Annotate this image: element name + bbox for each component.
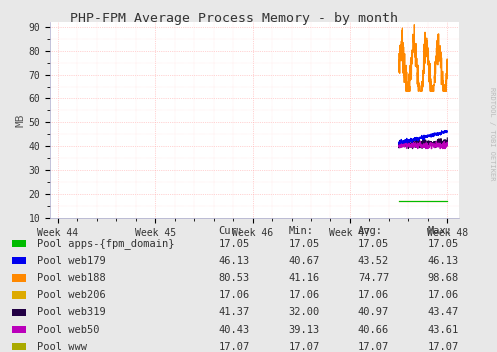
Text: 17.05: 17.05 [288, 239, 320, 249]
Text: 17.05: 17.05 [358, 239, 389, 249]
Bar [12, 309, 26, 316]
Text: Cur:: Cur: [219, 226, 244, 237]
Text: 32.00: 32.00 [288, 307, 320, 318]
Text: 40.43: 40.43 [219, 325, 250, 334]
Text: 39.13: 39.13 [288, 325, 320, 334]
Text: RRDTOOL / TOBI OETIKER: RRDTOOL / TOBI OETIKER [489, 87, 495, 181]
Text: 40.66: 40.66 [358, 325, 389, 334]
Text: Pool web319: Pool web319 [37, 307, 106, 318]
Text: 80.53: 80.53 [219, 273, 250, 283]
Text: 40.97: 40.97 [358, 307, 389, 318]
Text: Pool web188: Pool web188 [37, 273, 106, 283]
Bar [12, 291, 26, 299]
Text: 74.77: 74.77 [358, 273, 389, 283]
Text: 17.06: 17.06 [219, 290, 250, 300]
Text: 17.07: 17.07 [427, 342, 459, 352]
Bar [12, 326, 26, 333]
Bar [12, 257, 26, 264]
Text: 43.61: 43.61 [427, 325, 459, 334]
Text: 17.07: 17.07 [219, 342, 250, 352]
Text: PHP-FPM Average Process Memory - by month: PHP-FPM Average Process Memory - by mont… [70, 12, 398, 25]
Text: 43.52: 43.52 [358, 256, 389, 266]
Text: 40.67: 40.67 [288, 256, 320, 266]
Text: 46.13: 46.13 [219, 256, 250, 266]
Text: 17.07: 17.07 [288, 342, 320, 352]
Bar [12, 343, 26, 350]
Text: 17.06: 17.06 [288, 290, 320, 300]
Text: 41.16: 41.16 [288, 273, 320, 283]
Text: Avg:: Avg: [358, 226, 383, 237]
Text: 46.13: 46.13 [427, 256, 459, 266]
Text: Pool apps-{fpm_domain}: Pool apps-{fpm_domain} [37, 238, 175, 249]
Text: 17.07: 17.07 [358, 342, 389, 352]
Bar [12, 274, 26, 282]
Text: Pool web50: Pool web50 [37, 325, 100, 334]
Text: 41.37: 41.37 [219, 307, 250, 318]
Text: 17.05: 17.05 [219, 239, 250, 249]
Text: Min:: Min: [288, 226, 313, 237]
Text: Pool web179: Pool web179 [37, 256, 106, 266]
Text: Max:: Max: [427, 226, 452, 237]
Bar [12, 240, 26, 247]
Text: 17.06: 17.06 [358, 290, 389, 300]
Text: 43.47: 43.47 [427, 307, 459, 318]
Y-axis label: MB: MB [16, 113, 26, 127]
Text: Pool www: Pool www [37, 342, 87, 352]
Text: 98.68: 98.68 [427, 273, 459, 283]
Text: 17.06: 17.06 [427, 290, 459, 300]
Text: 17.05: 17.05 [427, 239, 459, 249]
Text: Pool web206: Pool web206 [37, 290, 106, 300]
